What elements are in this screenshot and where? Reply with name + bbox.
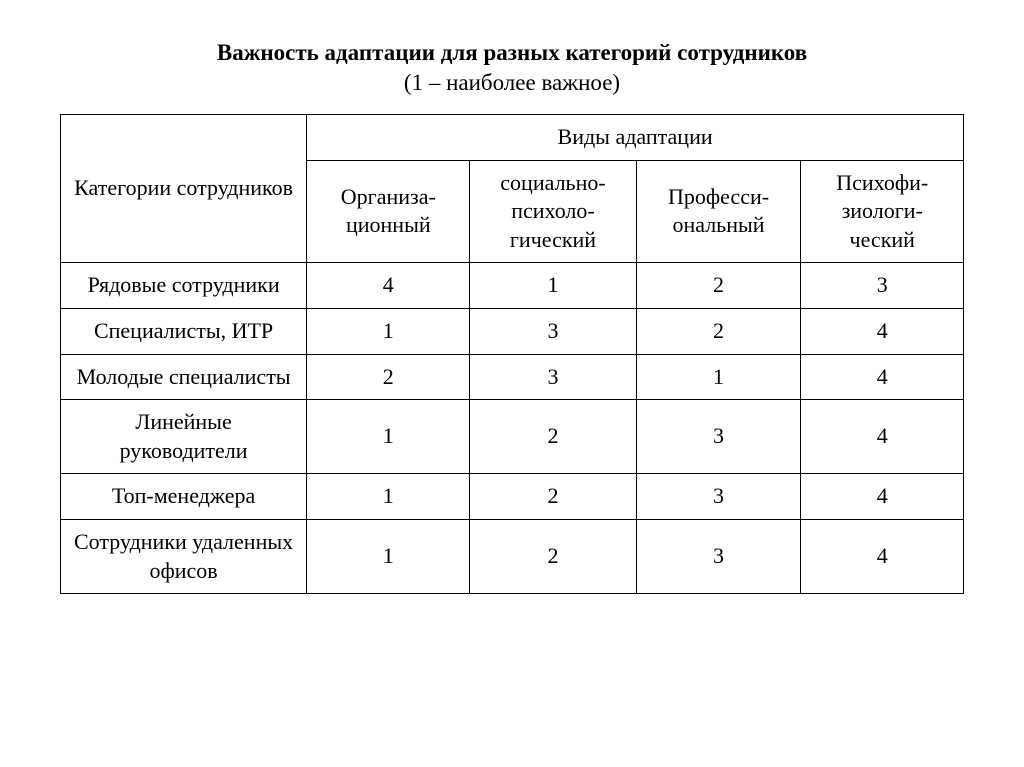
column-header: Организа-ционный [307, 160, 470, 263]
cell-value: 4 [801, 400, 964, 474]
adaptation-table: Категории сотрудников Виды адаптации Орг… [60, 114, 964, 594]
row-label: Молодые специалисты [61, 354, 307, 400]
cell-value: 1 [307, 519, 470, 593]
cell-value: 2 [470, 400, 636, 474]
table-body: Рядовые сотрудники 4 1 2 3 Специалисты, … [61, 263, 964, 594]
group-header-label: Виды адаптации [307, 115, 964, 161]
table-row: Специалисты, ИТР 1 3 2 4 [61, 308, 964, 354]
row-header-label: Категории сотрудников [61, 115, 307, 263]
cell-value: 4 [801, 308, 964, 354]
cell-value: 2 [307, 354, 470, 400]
cell-value: 1 [307, 308, 470, 354]
cell-value: 3 [470, 308, 636, 354]
row-label: Топ-менеджера [61, 474, 307, 520]
row-label: Рядовые сотрудники [61, 263, 307, 309]
title-text: Важность адаптации для разных категорий … [217, 40, 807, 65]
page-subtitle: (1 – наиболее важное) [60, 70, 964, 96]
column-header: социально-психоло-гический [470, 160, 636, 263]
cell-value: 2 [636, 263, 801, 309]
cell-value: 3 [801, 263, 964, 309]
cell-value: 2 [470, 519, 636, 593]
row-label: Линейные руководители [61, 400, 307, 474]
row-label: Специалисты, ИТР [61, 308, 307, 354]
cell-value: 4 [801, 354, 964, 400]
column-header: Психофи-зиологи-ческий [801, 160, 964, 263]
cell-value: 3 [636, 519, 801, 593]
cell-value: 1 [636, 354, 801, 400]
cell-value: 4 [801, 519, 964, 593]
table-row: Молодые специалисты 2 3 1 4 [61, 354, 964, 400]
page-title: Важность адаптации для разных категорий … [60, 40, 964, 66]
cell-value: 4 [801, 474, 964, 520]
cell-value: 1 [307, 400, 470, 474]
cell-value: 1 [470, 263, 636, 309]
table-row: Сотрудники удаленных офисов 1 2 3 4 [61, 519, 964, 593]
table-header-row-1: Категории сотрудников Виды адаптации [61, 115, 964, 161]
table-row: Топ-менеджера 1 2 3 4 [61, 474, 964, 520]
table-row: Рядовые сотрудники 4 1 2 3 [61, 263, 964, 309]
cell-value: 2 [470, 474, 636, 520]
column-header: Професси-ональный [636, 160, 801, 263]
cell-value: 3 [470, 354, 636, 400]
cell-value: 3 [636, 400, 801, 474]
cell-value: 2 [636, 308, 801, 354]
table-row: Линейные руководители 1 2 3 4 [61, 400, 964, 474]
row-label: Сотрудники удаленных офисов [61, 519, 307, 593]
cell-value: 1 [307, 474, 470, 520]
cell-value: 4 [307, 263, 470, 309]
cell-value: 3 [636, 474, 801, 520]
